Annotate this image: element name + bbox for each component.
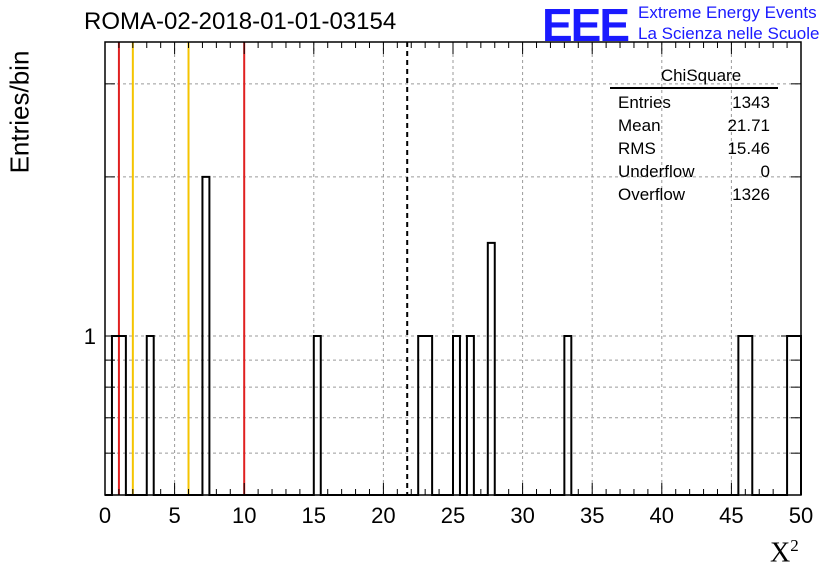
reference-lines (117, 42, 409, 495)
x-axis-label-superscript: 2 (790, 536, 799, 555)
x-tick-label: 20 (371, 503, 395, 528)
stats-row-mean: Mean 21.71 (610, 114, 778, 137)
logo-tagline-2: La Scienza nelle Scuole (638, 24, 820, 43)
stats-label: Entries (618, 93, 671, 112)
x-tick-label: 25 (441, 503, 465, 528)
stats-row-underflow: Underflow 0 (610, 160, 778, 183)
stats-row-entries: Entries 1343 (610, 91, 778, 114)
x-tick-label: 35 (580, 503, 604, 528)
stats-row-overflow: Overflow 1326 (610, 183, 778, 206)
stats-label: RMS (618, 139, 656, 158)
stats-title: ChiSquare (610, 66, 778, 89)
chart-title: ROMA-02-2018-01-01-03154 (84, 8, 397, 35)
x-tick-label: 45 (719, 503, 743, 528)
axes: 0 5 10 15 20 25 30 35 40 45 50 1 (84, 41, 813, 528)
stats-label: Overflow (618, 185, 686, 204)
x-tick-label: 0 (99, 503, 111, 528)
stats-value: 1343 (732, 93, 770, 112)
logo-tagline-1: Extreme Energy Events (638, 3, 817, 22)
stats-row-rms: RMS 15.46 (610, 137, 778, 160)
stats-value: 1326 (732, 185, 770, 204)
stats-label: Mean (618, 116, 661, 135)
x-tick-label: 30 (510, 503, 534, 528)
x-tick-label: 15 (302, 503, 326, 528)
x-tick-label: 5 (168, 503, 180, 528)
stats-value: 15.46 (727, 139, 770, 158)
stats-box: ChiSquare Entries 1343 Mean 21.71 RMS 15… (610, 66, 778, 206)
stats-value: 21.71 (727, 116, 770, 135)
x-tick-label: 10 (232, 503, 256, 528)
stats-value: 0 (760, 162, 770, 181)
histogram-bin (488, 243, 495, 495)
x-axis-label-text: X (770, 537, 791, 569)
x-tick-label: 40 (650, 503, 674, 528)
stats-label: Underflow (618, 162, 695, 181)
x-axis-label: X2 (770, 536, 799, 569)
y-tick-label: 1 (84, 324, 96, 349)
x-tick-label: 50 (789, 503, 813, 528)
